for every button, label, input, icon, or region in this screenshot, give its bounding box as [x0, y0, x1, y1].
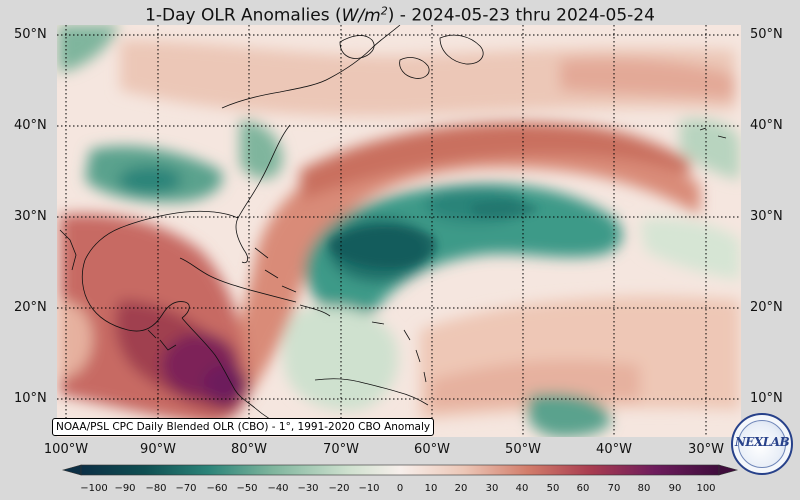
lon-label-30w: 30°W	[688, 442, 724, 457]
lon-label-90w: 90°W	[140, 442, 176, 457]
colorbar-tick: 80	[637, 483, 651, 494]
colorbar-tick: −60	[206, 483, 228, 494]
lat-label-20n-left: 20°N	[14, 300, 47, 315]
page-title: 1-Day OLR Anomalies (W/m2) - 2024-05-23 …	[145, 4, 655, 26]
graticule	[57, 25, 741, 437]
colorbar-tick: 50	[546, 483, 560, 494]
colorbar-tick: 70	[607, 483, 621, 494]
colorbar-tick: 20	[454, 483, 468, 494]
colorbar-tick: −90	[114, 483, 136, 494]
nexlab-logo[interactable]: NEXLAB	[731, 413, 793, 475]
colorbar-tick: 40	[515, 483, 529, 494]
colorbar-tick: −100	[80, 483, 108, 494]
lat-label-20n-right: 20°N	[750, 300, 783, 315]
lat-label-10n-right: 10°N	[750, 391, 783, 406]
coastlines	[59, 25, 727, 425]
lon-label-100w: 100°W	[43, 442, 89, 457]
lat-label-10n-left: 10°N	[14, 391, 47, 406]
colorbar	[61, 464, 739, 476]
colorbar-tick: −70	[175, 483, 197, 494]
lat-label-40n-right: 40°N	[750, 118, 783, 133]
colorbar-tick: −40	[267, 483, 289, 494]
lat-label-30n-left: 30°N	[14, 209, 47, 224]
lon-label-60w: 60°W	[414, 442, 450, 457]
colorbar-tick: 0	[396, 483, 404, 494]
colorbar-tick: −20	[328, 483, 350, 494]
colorbar-tick: −30	[297, 483, 319, 494]
anomaly-field	[57, 25, 741, 437]
lat-label-50n-right: 50°N	[750, 27, 783, 42]
logo-text: NEXLAB	[734, 435, 790, 449]
colorbar-tick: −50	[236, 483, 258, 494]
colorbar-tick: 60	[576, 483, 590, 494]
colorbar-tick: 10	[424, 483, 438, 494]
lat-label-40n-left: 40°N	[14, 118, 47, 133]
colorbar-tick: −10	[358, 483, 380, 494]
colorbar-tick: 90	[668, 483, 682, 494]
colorbar-tick: −80	[145, 483, 167, 494]
colorbar-tick: 30	[485, 483, 499, 494]
lon-label-40w: 40°W	[596, 442, 632, 457]
lat-label-50n-left: 50°N	[14, 27, 47, 42]
lon-label-70w: 70°W	[323, 442, 359, 457]
lat-label-30n-right: 30°N	[750, 209, 783, 224]
colorbar-tick: 100	[696, 483, 716, 494]
globe-icon	[738, 420, 786, 468]
lon-label-80w: 80°W	[231, 442, 267, 457]
lon-label-50w: 50°W	[505, 442, 541, 457]
source-note: NOAA/PSL CPC Daily Blended OLR (CBO) - 1…	[52, 418, 435, 436]
